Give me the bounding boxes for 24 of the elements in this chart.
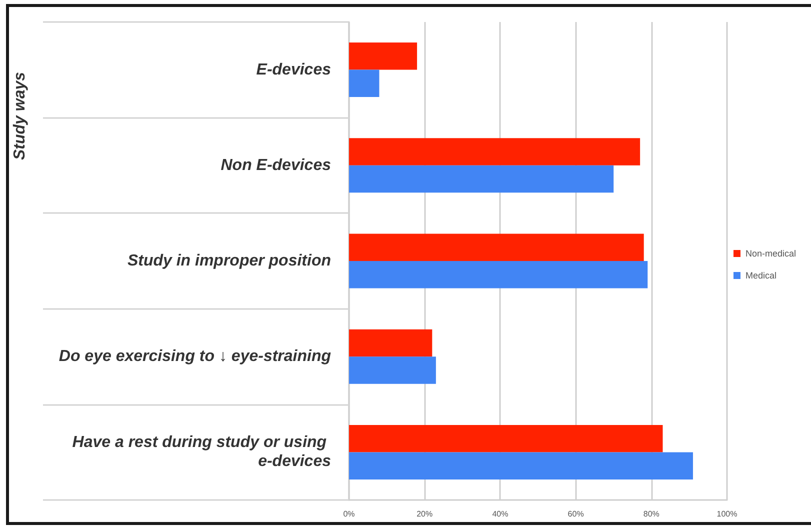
text: Study ways — [12, 72, 28, 160]
bar — [349, 424, 663, 452]
bar — [349, 329, 432, 357]
bar — [349, 70, 380, 98]
y-tick-label: E-devices — [256, 61, 332, 78]
bar — [349, 261, 648, 288]
legend-label: Medical — [745, 270, 776, 280]
bar — [349, 138, 640, 166]
x-tick-label: 80% — [643, 510, 660, 518]
y-tick-label: Have a rest during study or using e-devices — [72, 434, 332, 470]
bar — [349, 42, 418, 70]
x-tick-label: 100% — [716, 510, 738, 518]
x-tick-label: 60% — [568, 510, 584, 518]
x-tick-label: 20% — [416, 510, 433, 518]
y-tick-label: Non E-devices — [220, 156, 332, 174]
x-tick-label: 40% — [492, 510, 508, 518]
bar — [349, 165, 614, 193]
y-tick-label: Do eye exercising to ↓ eye-straining — [58, 348, 332, 366]
bar — [349, 234, 644, 261]
bar — [349, 356, 436, 384]
bar — [349, 452, 693, 480]
x-tick-label: 0% — [343, 510, 355, 518]
y-tick-label: Study in improper position — [127, 252, 332, 270]
legend-label: Non-medical — [745, 248, 796, 258]
